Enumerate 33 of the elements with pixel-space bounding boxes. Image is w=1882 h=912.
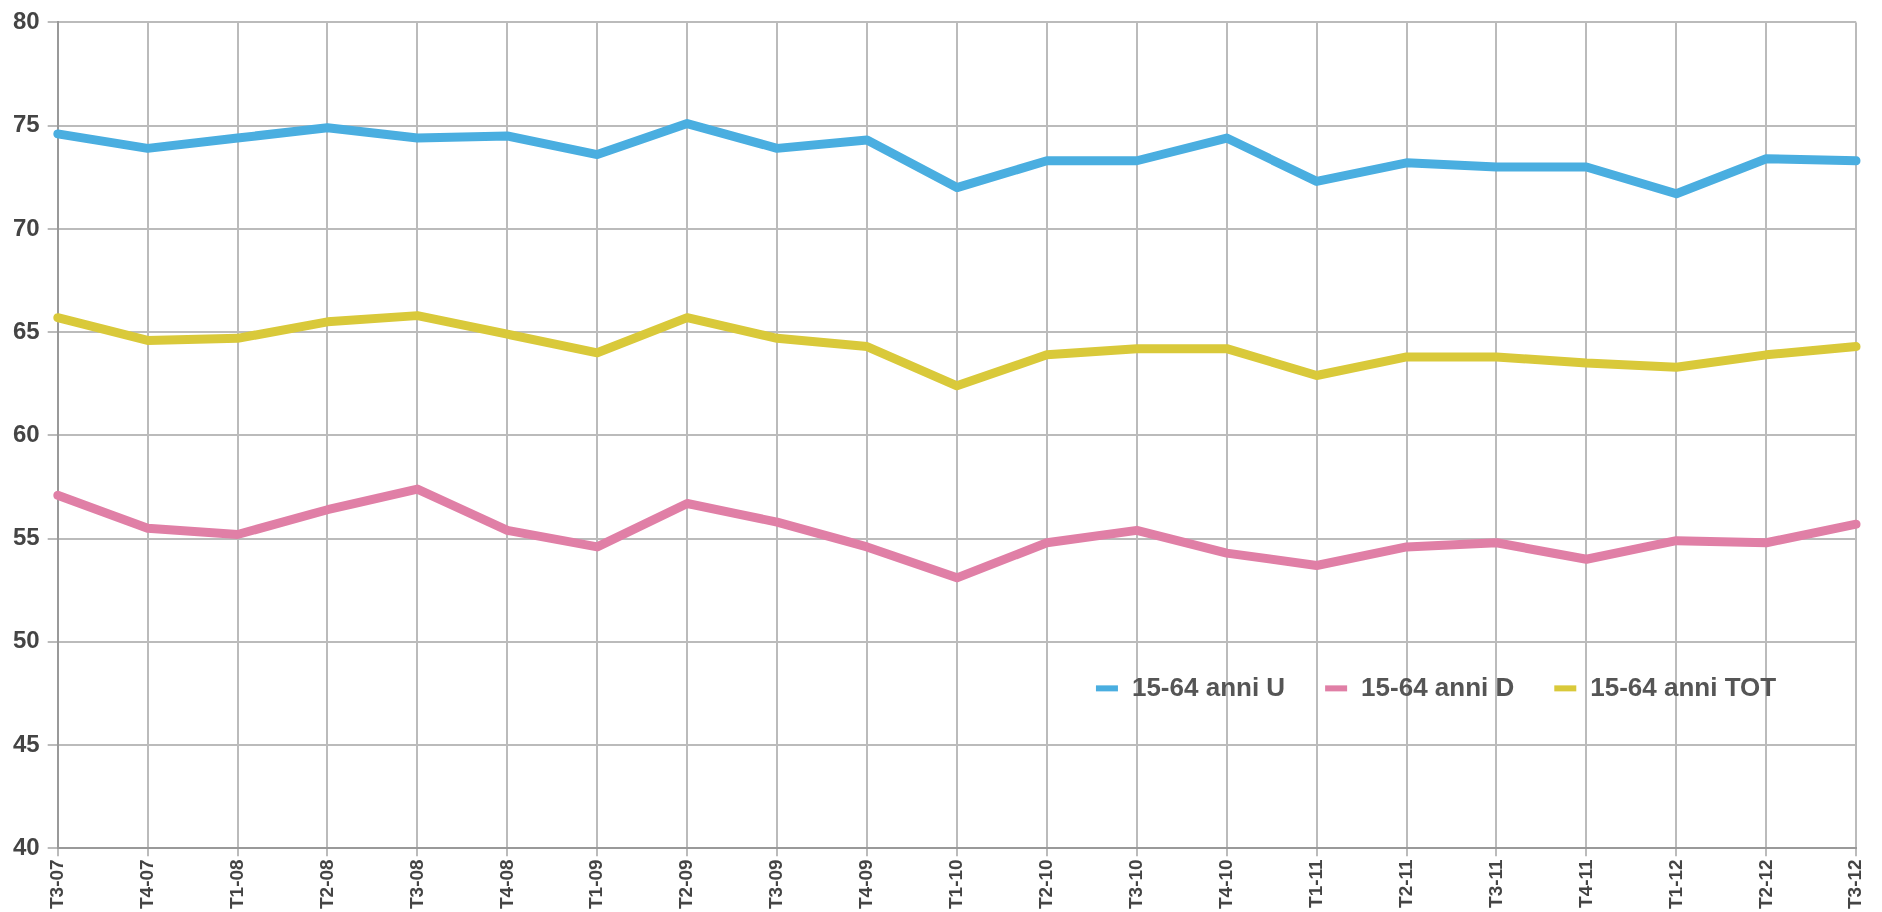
x-tick-label: T1-08 [225,859,247,910]
x-tick-label: T1-12 [1664,859,1686,910]
y-tick-label: 50 [12,626,40,654]
x-tick-label: T4-11 [1574,858,1596,908]
x-tick-label: T3-10 [1125,859,1147,910]
x-tick-label: T3-11 [1484,858,1506,908]
x-tick-label: T1-10 [945,859,967,910]
x-tick-label: T3-07 [45,859,67,910]
x-tick-label: T2-10 [1035,859,1057,910]
x-tick-label: T4-09 [855,859,877,910]
y-tick-label: 75 [12,110,40,138]
y-tick-label: 70 [12,213,40,241]
x-tick-label: T2-11 [1394,858,1416,908]
x-tick-label: T1-11 [1304,858,1326,908]
x-tick-label: T2-08 [315,859,337,910]
x-tick-label: T2-09 [675,859,697,910]
legend-label: 15-64 anni U [1131,671,1286,702]
legend-label: 15-64 anni TOT [1590,671,1777,702]
x-tick-label: T4-10 [1214,859,1236,910]
y-tick-label: 40 [12,832,40,860]
x-tick-label: T3-09 [765,859,787,910]
x-tick-label: T2-12 [1754,859,1776,910]
x-tick-label: T3-12 [1844,859,1866,910]
x-tick-label: T4-07 [135,859,157,910]
y-tick-label: 60 [12,420,40,448]
x-tick-label: T1-09 [585,859,607,910]
y-tick-label: 45 [12,729,40,757]
y-tick-label: 80 [12,7,40,35]
legend-label: 15-64 anni D [1361,671,1515,702]
y-tick-label: 65 [12,316,40,344]
x-tick-label: T4-08 [495,859,517,910]
x-tick-label: T3-08 [405,859,427,910]
y-tick-label: 55 [12,523,40,551]
